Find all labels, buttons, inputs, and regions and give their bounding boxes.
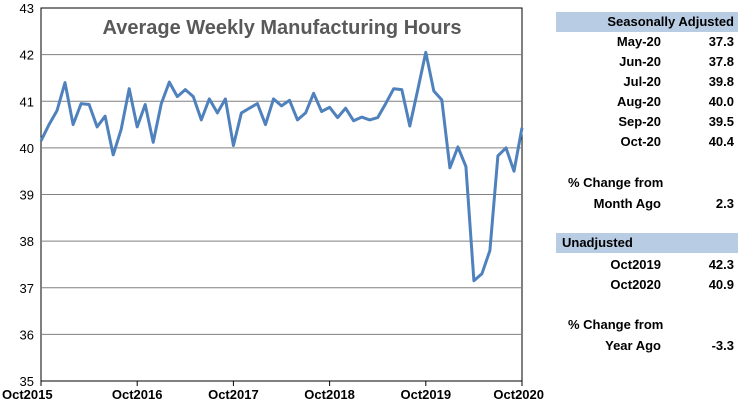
sa-row-value: 40.0 [708, 94, 734, 109]
year-change-title: % Change from [568, 317, 664, 332]
month-change-value: 2.3 [715, 196, 734, 211]
y-tick-label: 37 [20, 281, 34, 296]
sa-row: May-20 37.3 [556, 32, 738, 52]
unadj-row-value: 40.9 [708, 277, 734, 292]
sa-row-value: 39.8 [708, 74, 734, 89]
series-line [39, 50, 524, 283]
unadj-row: Oct2019 42.3 [556, 255, 738, 275]
sa-row-label: Oct-20 [620, 134, 661, 149]
chart-svg: 35 36 37 38 39 40 41 42 43 Oct2015 Oct2016 Oct2017… [2, 1, 544, 402]
chart-title: Average Weekly Manufacturing Hours [103, 17, 462, 39]
y-tick-label: 41 [20, 94, 34, 109]
unadj-row: Oct2020 40.9 [556, 275, 738, 295]
y-tick-label: 42 [20, 48, 34, 63]
sa-row-value: 37.3 [708, 34, 734, 49]
x-tick-label: Oct2019 [401, 387, 452, 402]
sa-row-value: 37.8 [708, 54, 734, 69]
y-tick-label: 43 [20, 1, 34, 16]
unadj-row-label: Oct2019 [610, 257, 661, 272]
year-change-value: -3.3 [711, 338, 734, 353]
seasonally-adjusted-header: Seasonally Adjusted [556, 12, 738, 32]
x-tick-label: Oct2015 [2, 387, 53, 402]
sa-row-label: Aug-20 [616, 94, 661, 109]
sa-row: Aug-20 40.0 [556, 92, 738, 112]
y-tick-label: 40 [20, 141, 34, 156]
x-tick-label: Oct2017 [208, 387, 259, 402]
sa-row-label: May-20 [616, 34, 661, 49]
x-tick-label: Oct2018 [304, 387, 355, 402]
unadj-row-value: 42.3 [708, 257, 734, 272]
y-tick-label: 36 [20, 327, 34, 342]
y-tick-label: 35 [20, 374, 34, 389]
x-tick-label: Oct2020 [493, 387, 544, 402]
y-tick-label: 39 [20, 188, 34, 203]
sa-row: Oct-20 40.4 [556, 132, 738, 152]
month-change-label: Month Ago [593, 196, 661, 211]
year-change-row: Year Ago -3.3 [556, 336, 738, 356]
sa-row-label: Jun-20 [619, 54, 661, 69]
unadj-row-label: Oct2020 [610, 277, 661, 292]
year-change-label: Year Ago [605, 338, 661, 353]
y-tick-label: 38 [20, 234, 34, 249]
sa-row-label: Sep-20 [618, 114, 661, 129]
sa-row: Jun-20 37.8 [556, 52, 738, 72]
sa-row: Jul-20 39.8 [556, 72, 738, 92]
month-change-title: % Change from [568, 175, 664, 190]
chart: 35 36 37 38 39 40 41 42 43 Oct2015 Oct2016 Oct2017… [2, 1, 544, 402]
sa-row-label: Jul-20 [623, 74, 661, 89]
sa-row-value: 39.5 [708, 114, 734, 129]
month-change-row: Month Ago 2.3 [556, 194, 738, 214]
unadjusted-header: Unadjusted [556, 233, 738, 253]
sa-row-value: 40.4 [708, 134, 734, 149]
x-tick-label: Oct2016 [112, 387, 163, 402]
sa-row: Sep-20 39.5 [556, 112, 738, 132]
